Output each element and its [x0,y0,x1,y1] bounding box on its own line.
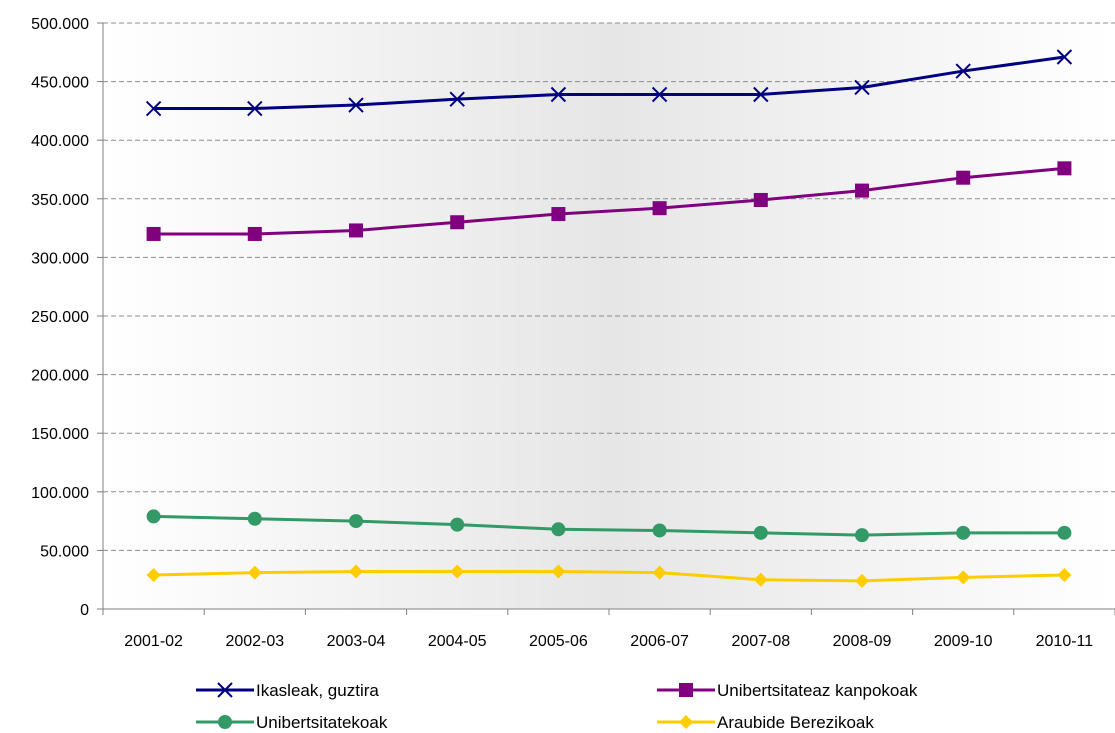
marker-stroke [145,100,162,117]
series-0 [145,49,1073,117]
data-point [450,215,465,230]
x-tick-label: 2003-04 [327,633,386,650]
data-point [652,523,667,538]
data-point [753,525,768,540]
data-point [956,570,971,585]
legend: Ikasleak, guztira Unibertsitateaz kanpoko… [196,681,918,732]
legend-marker [679,683,693,697]
y-tick-label: 250.000 [31,309,89,326]
x-tick-label: 2007-08 [731,633,790,650]
y-tick-label: 300.000 [31,250,89,267]
data-point [247,226,262,241]
marker-stroke [854,79,870,96]
y-tick-label: 0 [80,602,89,619]
data-point [450,564,465,579]
y-tick-label: 350.000 [31,192,89,209]
data-point [955,63,971,79]
data-point [349,564,363,579]
data-point [1057,568,1072,583]
data-point [145,100,162,117]
data-point [1057,161,1072,176]
data-point [956,525,971,540]
data-point [1056,49,1073,65]
x-tick-label: 2009-10 [934,633,993,650]
data-point [349,514,363,529]
legend-item: Unibertsitateaz kanpokoak [657,681,918,700]
data-point [753,192,768,207]
data-point [146,226,161,241]
y-tick-label: 200.000 [31,368,89,385]
data-point [956,170,971,185]
marker-stroke [955,63,971,79]
marker-stroke [550,86,567,103]
x-tick-label: 2006-07 [630,633,689,650]
marker-stroke [348,97,364,113]
data-point [349,223,363,238]
marker-stroke [217,682,233,698]
data-point [652,565,667,580]
y-tick-label: 50.000 [40,543,89,560]
data-point [146,509,161,524]
data-point [551,207,566,222]
data-point [1057,525,1072,540]
series-line [153,55,1065,111]
x-tick-label: 2005-06 [529,633,588,650]
legend-item: Ikasleak, guztira [196,681,379,700]
y-tick-label: 150.000 [31,426,89,443]
marker-stroke [1056,49,1073,65]
data-point [348,97,364,113]
y-tick-label: 450.000 [31,75,89,92]
x-tick-label: 2004-05 [428,633,487,650]
legend-label: Unibertsitateaz kanpokoak [717,681,918,700]
series-1 [146,161,1072,241]
data-point [247,511,262,526]
data-point [855,573,869,588]
y-tick-label: 400.000 [31,133,89,150]
legend-label: Ikasleak, guztira [256,681,379,700]
y-tick-label: 500.000 [31,16,89,33]
data-point [551,564,566,579]
legend-label: Araubide Berezikoak [717,713,874,732]
marker-stroke [449,91,465,107]
data-point [651,86,668,103]
series-layer [145,49,1073,588]
series-line [153,569,1065,583]
data-point [855,528,869,543]
x-tick-label: 2002-03 [225,633,284,650]
data-point [450,517,465,532]
data-point [449,91,465,107]
legend-marker [218,715,232,729]
series-line [153,514,1065,537]
legend-label: Unibertsitatekoak [256,713,388,732]
axes: 0 50.000 100.000 150.000 200.000 250.000 300.0… [31,16,1115,650]
x-tick-label: 2008-09 [833,633,892,650]
data-point [854,79,870,96]
data-point [753,572,768,587]
data-point [551,522,566,537]
y-tick-label: 100.000 [31,485,89,502]
x-tick-label: 2001-02 [124,633,183,650]
series-line [153,166,1065,236]
marker-stroke [247,100,263,117]
series-3 [146,564,1072,588]
series-2 [146,509,1072,543]
data-point [652,201,667,216]
marker-stroke [753,86,769,103]
data-point [146,568,161,583]
legend-item: Araubide Berezikoak [657,713,874,732]
marker-stroke [651,86,668,103]
gridlines [103,22,1115,551]
legend-marker [679,715,693,729]
data-point [247,100,263,117]
data-point [247,565,262,580]
data-point [753,86,769,103]
x-tick-label: 2010-11 [1036,633,1094,650]
legend-item: Unibertsitatekoak [196,713,388,732]
data-point [855,183,869,198]
data-point [550,86,567,103]
legend-marker [217,682,233,698]
